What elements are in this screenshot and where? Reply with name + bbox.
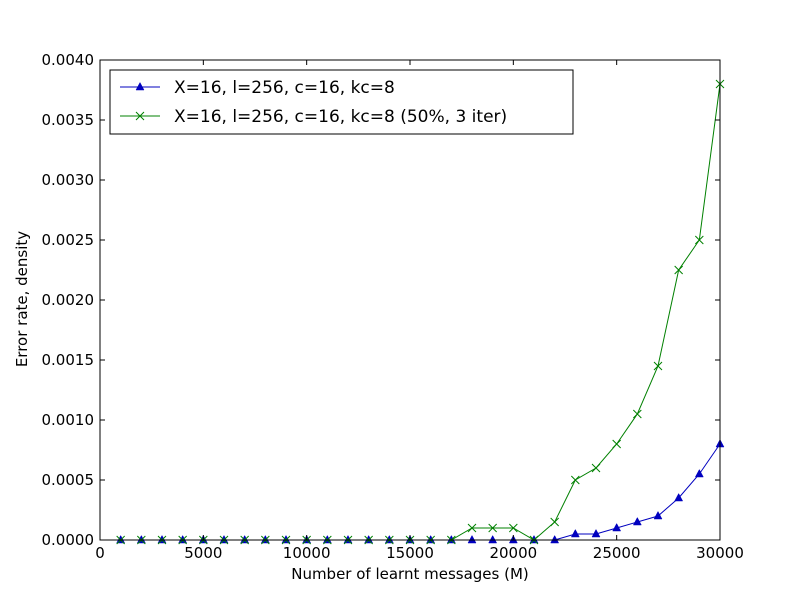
- series-1-point: [550, 534, 560, 544]
- legend-item-1: X=16, l=256, c=16, kc=8: [120, 78, 395, 98]
- legend-label: X=16, l=256, c=16, kc=8: [174, 78, 395, 98]
- series-2-point: [488, 523, 498, 533]
- plot-area: 0 5000 10000 15000 20000 25000 30000 0.0000 0.00…: [42, 51, 744, 562]
- y-tick-label: 0.0020: [42, 291, 95, 309]
- series-2-point: [508, 523, 518, 533]
- x-tick-label: 0: [95, 544, 105, 562]
- series-2-point: [570, 475, 580, 485]
- series-1-point: [364, 534, 374, 544]
- series-2-point: [632, 409, 642, 419]
- legend-marker: [135, 111, 145, 121]
- series-1-point: [426, 534, 436, 544]
- series-2-point: [467, 523, 477, 533]
- legend-item-2: X=16, l=256, c=16, kc=8 (50%, 3 iter): [120, 107, 507, 127]
- y-tick-label: 0.0010: [42, 411, 95, 429]
- x-tick-label: 25000: [593, 544, 641, 562]
- series-1-point: [219, 534, 229, 544]
- series-1-point: [488, 534, 498, 544]
- series-2-point: [653, 361, 663, 371]
- series-1-point: [653, 510, 663, 520]
- series-1-point: [116, 534, 126, 544]
- series-1-point: [260, 534, 270, 544]
- y-tick-label: 0.0040: [42, 51, 95, 69]
- x-tick-label: 30000: [696, 544, 744, 562]
- series-1-point: [674, 492, 684, 502]
- x-tick-label: 5000: [184, 544, 222, 562]
- series-1-point: [178, 534, 188, 544]
- series-1-point: [612, 522, 622, 532]
- series-1-point: [136, 534, 146, 544]
- series-1-point: [240, 534, 250, 544]
- series-2-point: [591, 463, 601, 473]
- x-tick-label: 10000: [283, 544, 331, 562]
- y-tick-label: 0.0015: [42, 351, 95, 369]
- series-1-point: [281, 534, 291, 544]
- series-1-point: [343, 534, 353, 544]
- legend-label: X=16, l=256, c=16, kc=8 (50%, 3 iter): [174, 107, 507, 127]
- y-tick-label: 0.0025: [42, 231, 95, 249]
- x-tick-label: 15000: [386, 544, 434, 562]
- legend-frame: [109, 69, 574, 135]
- series-2-point: [550, 517, 560, 527]
- y-axis-label: Error rate, density: [13, 231, 31, 367]
- series-1-point: [570, 528, 580, 538]
- series-1-point: [694, 468, 704, 478]
- x-tick-label: 20000: [489, 544, 537, 562]
- series-1-point: [467, 534, 477, 544]
- legend-marker: [135, 81, 145, 91]
- y-tick-label: 0.0005: [42, 471, 95, 489]
- series-1-point: [384, 534, 394, 544]
- series-1-point: [322, 534, 332, 544]
- y-tick-label: 0.0035: [42, 111, 95, 129]
- series-1-point: [157, 534, 167, 544]
- series-1-point: [591, 528, 601, 538]
- y-tick-label: 0.0000: [42, 531, 95, 549]
- series-2-point: [694, 235, 704, 245]
- series-1-point: [632, 516, 642, 526]
- y-tick-label: 0.0030: [42, 171, 95, 189]
- legend: X=16, l=256, c=16, kc=8 X=16, l=256, c=16…: [109, 69, 574, 135]
- series-2-point: [612, 439, 622, 449]
- x-axis-label: Number of learnt messages (M): [291, 565, 529, 583]
- series-2-point: [674, 265, 684, 275]
